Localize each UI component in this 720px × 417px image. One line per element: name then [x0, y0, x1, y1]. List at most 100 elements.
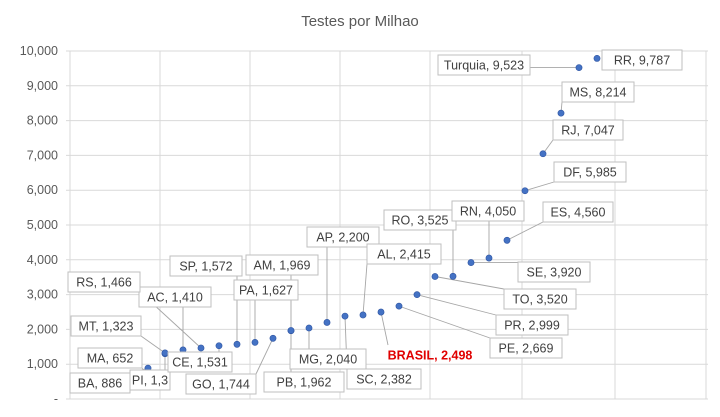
data-label-box: [561, 81, 635, 103]
data-label-df: DF, 5,985: [553, 161, 627, 183]
leader-line-mt: [140, 335, 166, 354]
data-label-box: [169, 255, 243, 277]
data-label-text: RN, 4,050: [460, 205, 516, 219]
data-labels: BA, 886 MA, 652 PI, 1,3 MT, 1,323 AC, 1,410 R…: [67, 49, 683, 395]
data-label-text: TO, 3,520: [512, 293, 567, 307]
data-label-box: [451, 200, 525, 222]
data-label-al: AL, 2,415: [366, 243, 442, 265]
data-point-rs: [197, 344, 205, 352]
data-point-mg: [305, 324, 313, 332]
data-label-brasil: BRASIL, 2,498: [388, 349, 473, 363]
data-label-box: [552, 119, 624, 141]
data-point-pa: [251, 338, 259, 346]
leader-line-to: [434, 276, 505, 290]
data-label-rs: RS, 1,466: [67, 271, 141, 293]
leader-line-brasil: [380, 311, 389, 346]
data-label-ap: AP, 2,200: [306, 226, 380, 248]
data-label-text: BRASIL, 2,498: [388, 349, 473, 363]
data-label-text: MS, 8,214: [570, 86, 627, 100]
leader-line-pr: [416, 294, 497, 316]
data-label-box: [503, 288, 577, 310]
data-label-text: PE, 2,669: [499, 342, 554, 356]
data-label-text: AM, 1,969: [254, 259, 311, 273]
data-label-rn: RN, 4,050: [451, 200, 525, 222]
data-label-pe: PE, 2,669: [489, 337, 563, 359]
data-label-box: [489, 337, 563, 359]
data-point-mt: [161, 349, 169, 357]
data-label-text: CE, 1,531: [172, 356, 228, 370]
data-label-box: [167, 351, 233, 373]
data-label-ms: MS, 8,214: [561, 81, 635, 103]
data-label-pr: PR, 2,999: [495, 314, 569, 336]
data-point-rn: [485, 254, 493, 262]
y-tick-label: -: [54, 392, 58, 406]
leader-lines: [129, 67, 579, 377]
data-label-box: [138, 286, 212, 308]
data-label-text: PA, 1,627: [239, 284, 293, 298]
data-label-box: [263, 371, 345, 393]
data-label-sc: SC, 2,382: [346, 368, 422, 390]
data-label-text: ES, 4,560: [551, 206, 606, 220]
data-label-box: [289, 348, 367, 370]
y-axis-ticks: - 1,000 2,000 3,000 4,000 5,000 6,000 7,000 8,00…: [20, 44, 58, 406]
data-label-text: Turquia, 9,523: [444, 59, 524, 73]
data-label-text: BA, 886: [78, 377, 123, 391]
data-point-df: [521, 187, 529, 195]
data-label-to: TO, 3,520: [503, 288, 577, 310]
leader-line-al: [362, 263, 368, 315]
data-label-turquia: Turquia, 9,523: [437, 54, 531, 76]
data-point-ce: [215, 342, 223, 350]
data-label-box: [437, 54, 531, 76]
data-label-text: AC, 1,410: [147, 291, 203, 305]
data-label-box: [553, 161, 627, 183]
data-label-text: MT, 1,323: [79, 320, 134, 334]
y-tick-label: 8,000: [27, 114, 58, 128]
data-point-ro: [449, 272, 457, 280]
data-label-box: [129, 369, 171, 391]
data-point-ap: [323, 319, 331, 326]
data-label-box: [306, 226, 380, 248]
data-label-box: [70, 315, 142, 337]
leader-line-pe: [398, 305, 491, 339]
y-tick-label: 7,000: [27, 148, 58, 162]
data-label-box: [185, 373, 257, 395]
data-point-brasil: [377, 308, 385, 316]
y-tick-label: 5,000: [27, 218, 58, 232]
data-label-text: SC, 2,382: [356, 373, 412, 387]
data-label-ma: MA, 652: [77, 347, 143, 369]
data-label-pa: PA, 1,627: [233, 279, 299, 301]
leader-line-df: [524, 181, 555, 192]
data-label-text: RO, 3,525: [392, 214, 449, 228]
y-tick-label: 3,000: [27, 288, 58, 302]
leader-line-es: [506, 221, 544, 241]
y-tick-label: 1,000: [27, 357, 58, 371]
data-point-to: [431, 273, 439, 280]
data-point-sp: [233, 340, 241, 348]
data-label-go: GO, 1,744: [185, 373, 257, 395]
data-label-ba: BA, 886: [69, 372, 131, 394]
data-label-rr: RR, 9,787: [601, 49, 683, 71]
data-label-am: AM, 1,969: [245, 254, 319, 276]
data-point-turquia: [575, 64, 583, 71]
y-tick-label: 10,000: [20, 44, 58, 58]
data-point-pe: [395, 302, 403, 310]
data-label-rj: RJ, 7,047: [552, 119, 624, 141]
data-label-text: SP, 1,572: [179, 260, 232, 274]
data-label-box: [517, 261, 591, 283]
y-tick-label: 9,000: [27, 79, 58, 93]
data-label-pb: PB, 1,962: [263, 371, 345, 393]
data-point-rr: [593, 55, 601, 62]
data-label-box: [245, 254, 319, 276]
data-label-box: [346, 368, 422, 390]
data-point-se: [467, 259, 475, 266]
data-label-text: DF, 5,985: [563, 166, 617, 180]
data-point-am: [287, 327, 295, 334]
data-point-sc: [341, 312, 349, 320]
data-label-text: RS, 1,466: [76, 276, 132, 290]
data-label-box: [601, 49, 683, 71]
data-label-box: [67, 271, 141, 293]
data-label-mg: MG, 2,040: [289, 348, 367, 370]
data-label-ac: AC, 1,410: [138, 286, 212, 308]
data-label-es: ES, 4,560: [542, 201, 614, 223]
